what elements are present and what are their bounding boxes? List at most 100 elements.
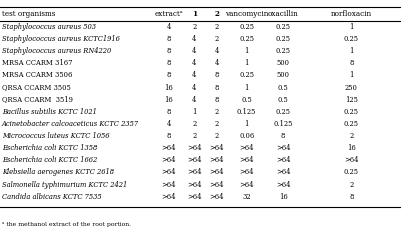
Text: 1: 1 (244, 84, 248, 91)
Text: 4: 4 (192, 96, 196, 104)
Text: 8: 8 (166, 71, 170, 79)
Text: 2: 2 (214, 120, 219, 128)
Text: 0.25: 0.25 (343, 168, 358, 176)
Text: extractᵃ: extractᵃ (154, 10, 183, 18)
Text: Staphylococcus aureus 503: Staphylococcus aureus 503 (2, 23, 96, 31)
Text: >64: >64 (209, 168, 224, 176)
Text: 0.06: 0.06 (239, 132, 253, 140)
Text: 2: 2 (192, 132, 196, 140)
Text: 8: 8 (166, 47, 170, 55)
Text: 8: 8 (214, 84, 219, 91)
Text: >64: >64 (209, 193, 224, 201)
Text: 8: 8 (166, 35, 170, 43)
Text: 2: 2 (214, 10, 219, 18)
Text: vancomycin: vancomycin (225, 10, 267, 18)
Text: 8: 8 (166, 108, 170, 116)
Text: >64: >64 (275, 168, 290, 176)
Text: 2: 2 (348, 181, 352, 189)
Text: 0.5: 0.5 (277, 96, 288, 104)
Text: 4: 4 (192, 84, 196, 91)
Text: >64: >64 (186, 181, 201, 189)
Text: 8: 8 (214, 71, 219, 79)
Text: 500: 500 (276, 71, 289, 79)
Text: 2: 2 (214, 108, 219, 116)
Text: Candida albicans KCTC 7535: Candida albicans KCTC 7535 (2, 193, 101, 201)
Text: 1: 1 (348, 23, 352, 31)
Text: 1: 1 (192, 108, 196, 116)
Text: 2: 2 (214, 23, 219, 31)
Text: 1: 1 (244, 59, 248, 67)
Text: Acinetobacter calcoaceticus KCTC 2357: Acinetobacter calcoaceticus KCTC 2357 (2, 120, 139, 128)
Text: 1: 1 (244, 47, 248, 55)
Text: 1: 1 (348, 47, 352, 55)
Text: Escherichia coli KCTC 1662: Escherichia coli KCTC 1662 (2, 156, 97, 164)
Text: 8: 8 (280, 132, 284, 140)
Text: >64: >64 (186, 144, 201, 152)
Text: >64: >64 (161, 168, 176, 176)
Text: >64: >64 (186, 156, 201, 164)
Text: 4: 4 (192, 71, 196, 79)
Text: 2: 2 (214, 132, 219, 140)
Text: QRSA CCARM 3505: QRSA CCARM 3505 (2, 84, 71, 91)
Text: >64: >64 (343, 156, 358, 164)
Text: 8: 8 (214, 96, 219, 104)
Text: 1: 1 (191, 10, 196, 18)
Text: 16: 16 (164, 84, 173, 91)
Text: 1: 1 (348, 71, 352, 79)
Text: >64: >64 (209, 156, 224, 164)
Text: 0.25: 0.25 (239, 23, 253, 31)
Text: 2: 2 (192, 23, 196, 31)
Text: 0.5: 0.5 (277, 84, 288, 91)
Text: 4: 4 (166, 23, 170, 31)
Text: 4: 4 (166, 120, 170, 128)
Text: oxacillin: oxacillin (267, 10, 298, 18)
Text: 2: 2 (192, 120, 196, 128)
Text: QRSA CCARM  3519: QRSA CCARM 3519 (2, 96, 73, 104)
Text: 0.25: 0.25 (275, 23, 290, 31)
Text: 0.25: 0.25 (239, 71, 253, 79)
Text: 8: 8 (166, 132, 170, 140)
Text: >64: >64 (209, 144, 224, 152)
Text: >64: >64 (275, 144, 290, 152)
Text: 16: 16 (346, 144, 355, 152)
Text: >64: >64 (239, 181, 253, 189)
Text: >64: >64 (275, 156, 290, 164)
Text: Staphylococcus aureus RN4220: Staphylococcus aureus RN4220 (2, 47, 111, 55)
Text: MRSA CCARM 3167: MRSA CCARM 3167 (2, 59, 72, 67)
Text: 8: 8 (348, 193, 352, 201)
Text: 4: 4 (192, 35, 196, 43)
Text: 32: 32 (242, 193, 250, 201)
Text: Escherichia coli KCTC 1358: Escherichia coli KCTC 1358 (2, 144, 97, 152)
Text: 4: 4 (214, 59, 219, 67)
Text: 125: 125 (344, 96, 357, 104)
Text: 0.25: 0.25 (239, 35, 253, 43)
Text: 4: 4 (192, 59, 196, 67)
Text: >64: >64 (161, 193, 176, 201)
Text: Bacillus subtilis KCTC 1021: Bacillus subtilis KCTC 1021 (2, 108, 97, 116)
Text: >64: >64 (186, 168, 201, 176)
Text: Staphylococcus aureus KCTC1916: Staphylococcus aureus KCTC1916 (2, 35, 119, 43)
Text: 0.125: 0.125 (273, 120, 292, 128)
Text: 0.5: 0.5 (241, 96, 251, 104)
Text: >64: >64 (161, 144, 176, 152)
Text: 8: 8 (348, 59, 352, 67)
Text: 0.25: 0.25 (343, 35, 358, 43)
Text: 16: 16 (278, 193, 287, 201)
Text: 16: 16 (164, 96, 173, 104)
Text: >64: >64 (275, 181, 290, 189)
Text: 0.25: 0.25 (343, 108, 358, 116)
Text: >64: >64 (239, 168, 253, 176)
Text: 0.25: 0.25 (275, 108, 290, 116)
Text: 2: 2 (214, 35, 219, 43)
Text: 0.25: 0.25 (275, 35, 290, 43)
Text: 0.25: 0.25 (343, 120, 358, 128)
Text: 2: 2 (348, 132, 352, 140)
Text: 8: 8 (166, 59, 170, 67)
Text: 250: 250 (344, 84, 357, 91)
Text: 500: 500 (276, 59, 289, 67)
Text: >64: >64 (161, 181, 176, 189)
Text: Salmonella typhimurium KCTC 2421: Salmonella typhimurium KCTC 2421 (2, 181, 127, 189)
Text: 4: 4 (192, 47, 196, 55)
Text: Klebsiella aerogenes KCTC 2618: Klebsiella aerogenes KCTC 2618 (2, 168, 114, 176)
Text: norfloxacin: norfloxacin (330, 10, 371, 18)
